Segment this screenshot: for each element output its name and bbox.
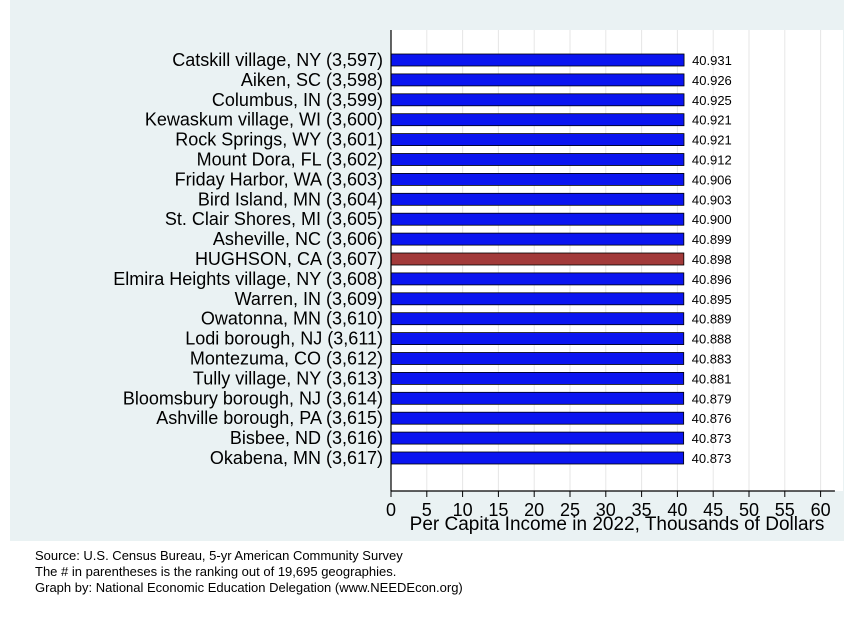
bar: [390, 431, 685, 445]
source-note: Source: U.S. Census Bureau, 5-yr America…: [35, 548, 403, 563]
bar: [390, 93, 685, 107]
x-tick-label: 5: [422, 500, 432, 520]
x-tick-label: 30: [596, 500, 616, 520]
source-notes: Source: U.S. Census Bureau, 5-yr America…: [35, 548, 463, 596]
category-label: Lodi borough, NJ (3,611): [185, 329, 383, 349]
bar: [390, 371, 685, 385]
category-label: HUGHSON, CA (3,607): [195, 249, 383, 269]
value-label: 40.898: [692, 252, 732, 267]
bar: [390, 53, 685, 67]
value-label: 40.899: [692, 232, 732, 247]
credit-note: Graph by: National Economic Education De…: [35, 580, 463, 595]
value-label: 40.926: [692, 73, 732, 88]
bar: [390, 411, 685, 425]
category-label: Owatonna, MN (3,610): [201, 309, 383, 329]
category-label: Elmira Heights village, NY (3,608): [113, 269, 383, 289]
category-label: Tully village, NY (3,613): [193, 368, 383, 388]
category-label: Aiken, SC (3,598): [241, 70, 383, 90]
category-label: Mount Dora, FL (3,602): [197, 150, 383, 170]
x-tick-label: 50: [739, 500, 759, 520]
x-tick-label: 10: [453, 500, 473, 520]
x-axis-title: Per Capita Income in 2022, Thousands of …: [410, 514, 825, 535]
bar: [390, 232, 685, 246]
x-tick-label: 25: [560, 500, 580, 520]
bar: [390, 73, 685, 87]
ranking-note: The # in parentheses is the ranking out …: [35, 564, 397, 579]
bar: [390, 153, 685, 166]
bar: [390, 451, 685, 465]
category-label: Montezuma, CO (3,612): [190, 349, 383, 369]
value-label: 40.888: [692, 332, 732, 347]
value-label: 40.900: [692, 212, 732, 227]
value-label: 40.925: [692, 93, 732, 108]
category-label: Friday Harbor, WA (3,603): [175, 169, 383, 189]
category-label: Rock Springs, WY (3,601): [175, 130, 383, 150]
income-bar-chart: Catskill village, NY (3,597) 40.931 Aiken,…: [113, 30, 843, 535]
category-label: Warren, IN (3,609): [235, 289, 383, 309]
bar: [390, 352, 685, 365]
bar: [390, 332, 685, 346]
x-tick-label: 45: [703, 500, 723, 520]
value-label: 40.873: [692, 451, 732, 466]
bar: [390, 113, 685, 127]
value-label: 40.896: [692, 272, 732, 287]
value-label: 40.921: [692, 133, 732, 148]
value-label: 40.883: [692, 352, 732, 367]
x-tick-label: 20: [524, 500, 544, 520]
x-tick-label: 60: [811, 500, 831, 520]
value-label: 40.879: [692, 391, 732, 406]
category-label: Asheville, NC (3,606): [213, 229, 383, 249]
x-tick-label: 55: [775, 500, 795, 520]
x-tick-label: 40: [667, 500, 687, 520]
category-label: Columbus, IN (3,599): [212, 90, 383, 110]
value-label: 40.881: [692, 371, 732, 386]
bar: [390, 192, 685, 206]
value-label: 40.931: [692, 53, 732, 68]
x-tick-label: 35: [632, 500, 652, 520]
bar: [390, 272, 685, 286]
bar: [390, 212, 685, 226]
bar: [390, 391, 685, 405]
category-label: St. Clair Shores, MI (3,605): [165, 209, 383, 229]
category-label: Okabena, MN (3,617): [210, 448, 383, 468]
x-tick-label: 0: [386, 500, 396, 520]
value-label: 40.921: [692, 113, 732, 128]
value-label: 40.903: [692, 192, 732, 207]
value-label: 40.912: [692, 153, 732, 168]
chart-panel: Catskill village, NY (3,597) 40.931 Aiken,…: [10, 0, 844, 541]
x-tick-label: 15: [488, 500, 508, 520]
category-label: Catskill village, NY (3,597): [172, 50, 383, 70]
category-label: Bloomsbury borough, NJ (3,614): [123, 388, 383, 408]
category-label: Bisbee, ND (3,616): [230, 428, 383, 448]
value-label: 40.873: [692, 431, 732, 446]
value-label: 40.895: [692, 292, 732, 307]
category-label: Bird Island, MN (3,604): [198, 189, 383, 209]
bar: [390, 133, 685, 147]
category-label: Ashville borough, PA (3,615): [156, 408, 383, 428]
bar: [390, 172, 685, 186]
bar: [390, 292, 685, 306]
value-label: 40.876: [692, 411, 732, 426]
value-label: 40.906: [692, 172, 732, 187]
highlighted-bar: [390, 252, 685, 266]
bar: [390, 312, 685, 326]
value-label: 40.889: [692, 312, 732, 327]
category-label: Kewaskum village, WI (3,600): [145, 110, 383, 130]
